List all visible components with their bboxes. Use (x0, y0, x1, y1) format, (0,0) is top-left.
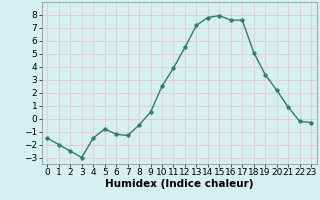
X-axis label: Humidex (Indice chaleur): Humidex (Indice chaleur) (105, 179, 253, 189)
